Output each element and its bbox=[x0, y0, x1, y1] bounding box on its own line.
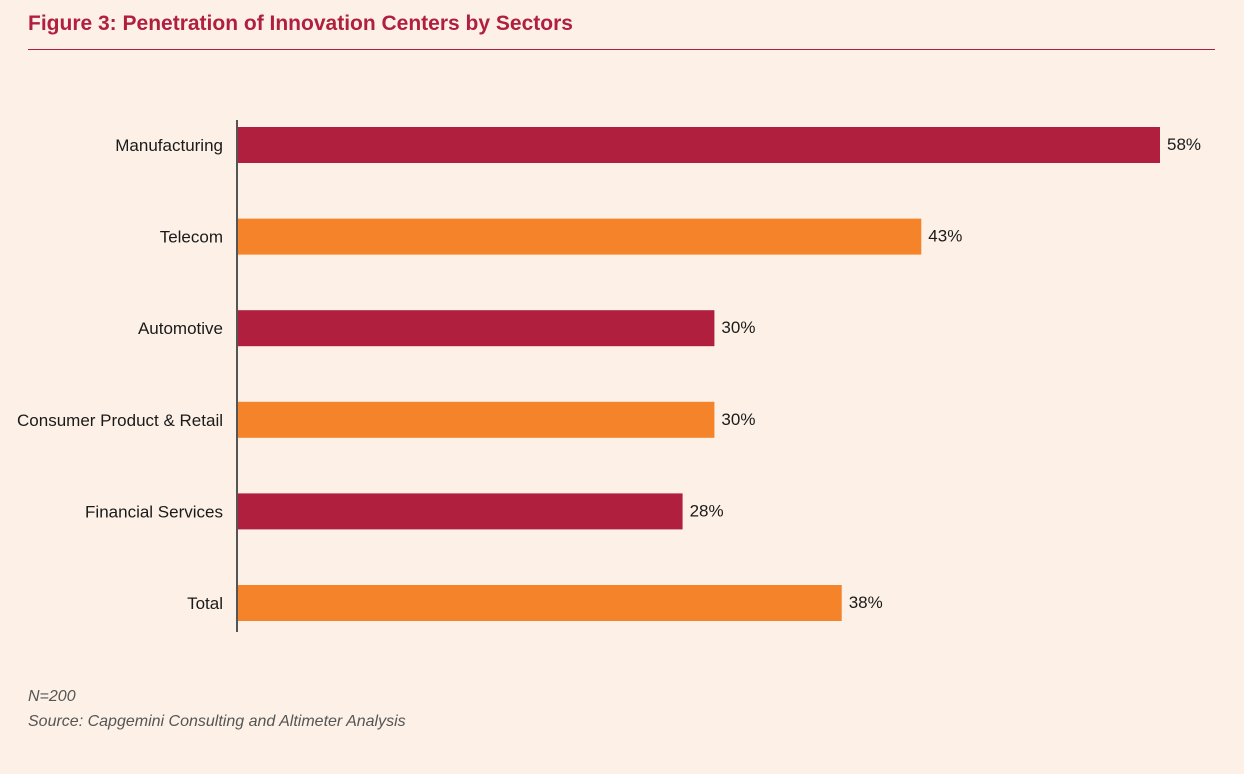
value-label: 43% bbox=[928, 227, 962, 246]
bar-automotive bbox=[237, 310, 715, 347]
title-divider bbox=[28, 49, 1215, 50]
value-label: 28% bbox=[690, 501, 724, 520]
category-label: Financial Services bbox=[85, 502, 223, 521]
value-label: 30% bbox=[721, 318, 755, 337]
bar-financial-services bbox=[237, 493, 683, 530]
category-label: Manufacturing bbox=[115, 136, 223, 155]
category-label: Telecom bbox=[160, 228, 223, 247]
category-label: Total bbox=[187, 594, 223, 613]
bar-telecom bbox=[237, 218, 922, 255]
bar-consumer-product-retail bbox=[237, 401, 715, 438]
value-label: 58% bbox=[1167, 135, 1201, 154]
category-label: Automotive bbox=[138, 319, 223, 338]
sample-size-note: N=200 bbox=[28, 688, 76, 705]
chart-title: Figure 3: Penetration of Innovation Cent… bbox=[28, 12, 573, 35]
bar-total bbox=[237, 585, 842, 621]
bar-manufacturing bbox=[237, 127, 1160, 163]
category-label: Consumer Product & Retail bbox=[17, 411, 223, 430]
value-label: 38% bbox=[849, 593, 883, 612]
value-label: 30% bbox=[721, 410, 755, 429]
source-note: Source: Capgemini Consulting and Altimet… bbox=[28, 713, 406, 730]
